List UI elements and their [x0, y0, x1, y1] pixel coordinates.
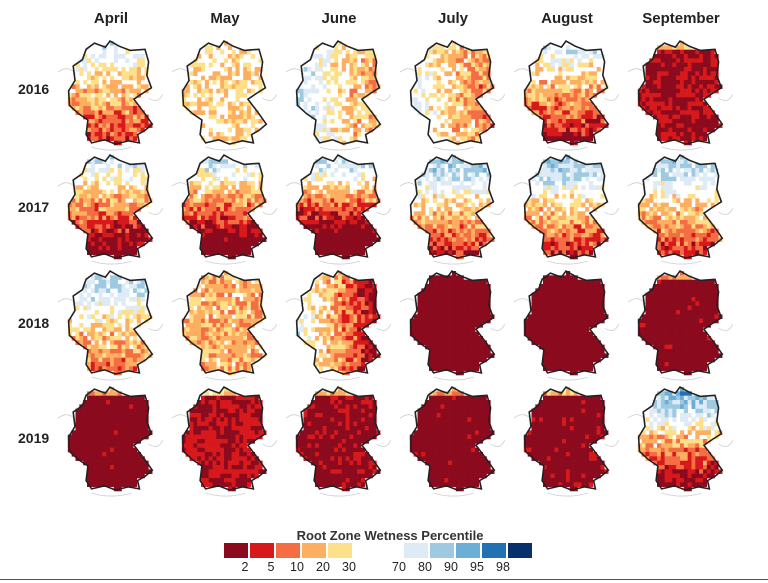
germany-outline	[295, 39, 382, 145]
map-panel-august-2016	[513, 39, 620, 151]
germany-outline	[295, 385, 382, 491]
year-label-2016: 2016	[18, 81, 50, 97]
map-panel-may-2019	[171, 385, 278, 497]
map-panel-july-2019	[399, 385, 506, 497]
legend-swatch-2	[224, 543, 248, 558]
germany-outline	[409, 269, 496, 375]
map-panel-september-2016	[627, 39, 734, 151]
germany-outline	[523, 39, 610, 145]
germany-outline	[181, 385, 268, 491]
map-panel-april-2017	[57, 153, 164, 265]
germany-outline	[181, 269, 268, 375]
month-label-july: July	[437, 10, 468, 27]
legend-tick-80: 80	[418, 560, 432, 574]
year-label-2018: 2018	[18, 315, 50, 331]
month-label-may: May	[210, 10, 240, 27]
germany-outline	[637, 39, 724, 145]
map-panel-june-2017	[285, 153, 392, 265]
map-panel-june-2016	[285, 39, 392, 151]
map-panel-july-2016	[399, 39, 506, 151]
legend-tick-5: 5	[267, 560, 275, 574]
map-grid	[57, 39, 734, 497]
legend-swatch-90	[456, 543, 480, 558]
legend-tick-95: 95	[470, 560, 484, 574]
germany-outline	[67, 385, 154, 491]
legend-swatch-30	[328, 543, 352, 558]
legend-swatch-95	[482, 543, 506, 558]
germany-outline	[409, 153, 496, 259]
map-panel-july-2018	[399, 269, 506, 381]
germany-outline	[67, 153, 154, 259]
germany-outline	[67, 39, 154, 145]
year-label-2017: 2017	[18, 199, 50, 215]
map-panel-august-2019	[513, 385, 620, 497]
germany-outline	[637, 153, 724, 259]
germany-outline	[67, 269, 154, 375]
map-panel-may-2017	[171, 153, 278, 265]
legend-tick-30: 30	[342, 560, 356, 574]
legend-swatch-98	[508, 543, 532, 558]
month-label-april: April	[93, 10, 129, 27]
legend-tick-90: 90	[444, 560, 458, 574]
germany-outline	[523, 385, 610, 491]
legend-swatch-80	[430, 543, 454, 558]
germany-outline	[523, 269, 610, 375]
legend-swatch-20	[302, 543, 326, 558]
germany-outline	[181, 39, 268, 145]
legend-swatch-10	[276, 543, 300, 558]
map-panel-september-2019	[627, 385, 734, 497]
map-panel-july-2017	[399, 153, 506, 265]
legend-tick-2: 2	[241, 560, 249, 574]
legend-tick-98: 98	[496, 560, 510, 574]
month-label-september: September	[642, 10, 720, 27]
map-panel-april-2019	[57, 385, 164, 497]
map-panel-september-2017	[627, 153, 734, 265]
germany-outline	[637, 385, 724, 491]
germany-outline	[181, 153, 268, 259]
legend-title: Root Zone Wetness Percentile	[296, 528, 484, 543]
germany-outline	[295, 153, 382, 259]
bottom-rule	[0, 579, 768, 580]
germany-outline	[637, 269, 724, 375]
germany-outline	[523, 153, 610, 259]
year-label-2019: 2019	[18, 430, 50, 446]
legend-tick-70: 70	[392, 560, 406, 574]
germany-outline	[409, 385, 496, 491]
map-panel-may-2016	[171, 39, 278, 151]
map-panel-september-2018	[627, 269, 734, 381]
map-panel-april-2016	[57, 39, 164, 151]
legend-swatch-5	[250, 543, 274, 558]
month-label-august: August	[541, 10, 593, 27]
legend-tick-20: 20	[316, 560, 330, 574]
month-label-june: June	[321, 10, 357, 27]
map-panel-august-2018	[513, 269, 620, 381]
map-panel-june-2018	[285, 269, 392, 381]
germany-outline	[295, 269, 382, 375]
legend-tick-10: 10	[290, 560, 304, 574]
map-panel-june-2019	[285, 385, 392, 497]
germany-outline	[409, 39, 496, 145]
map-panel-may-2018	[171, 269, 278, 381]
map-panel-august-2017	[513, 153, 620, 265]
legend-swatch-70	[404, 543, 428, 558]
map-panel-april-2018	[57, 269, 164, 381]
